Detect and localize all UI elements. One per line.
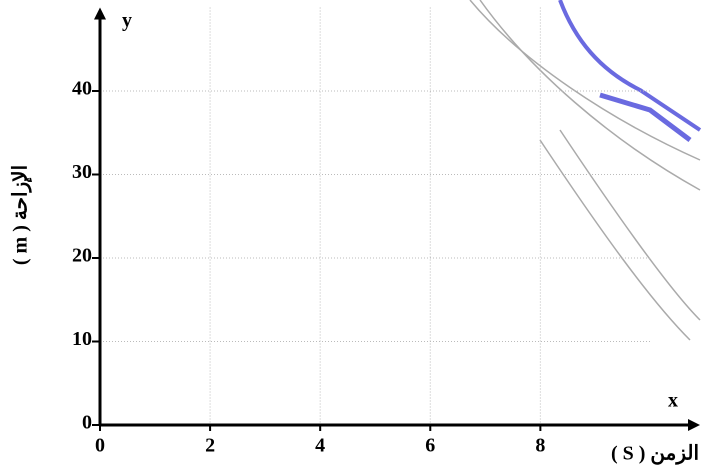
x-axis-arrow	[688, 419, 700, 431]
y-tick-label: 10	[72, 328, 92, 350]
x-tick-label: 8	[535, 435, 545, 457]
x-tick-label: 6	[425, 435, 435, 457]
y-axis-letter: y	[122, 10, 132, 32]
x-axis-letter: x	[668, 390, 678, 412]
x-tick-label: 2	[205, 435, 215, 457]
x-axis-title: الزمن ( S )	[611, 443, 699, 466]
chart: y x الزمن ( S ) الإزاحة ( m ) 0 2 4 6 8 0 10 20…	[0, 0, 705, 468]
y-axis-arrow	[94, 8, 106, 20]
y-tick-label: 20	[72, 245, 92, 267]
y-axis-title: الإزاحة ( m )	[10, 165, 33, 265]
y-tick-label: 0	[82, 412, 92, 434]
y-tick-label: 30	[72, 161, 92, 183]
page: {"chart_data": {"type": "line", "x_label…	[0, 0, 705, 468]
watermark	[470, 0, 700, 340]
y-tick-label: 40	[72, 78, 92, 100]
x-tick-label: 4	[315, 435, 325, 457]
x-tick-label: 0	[95, 435, 105, 457]
